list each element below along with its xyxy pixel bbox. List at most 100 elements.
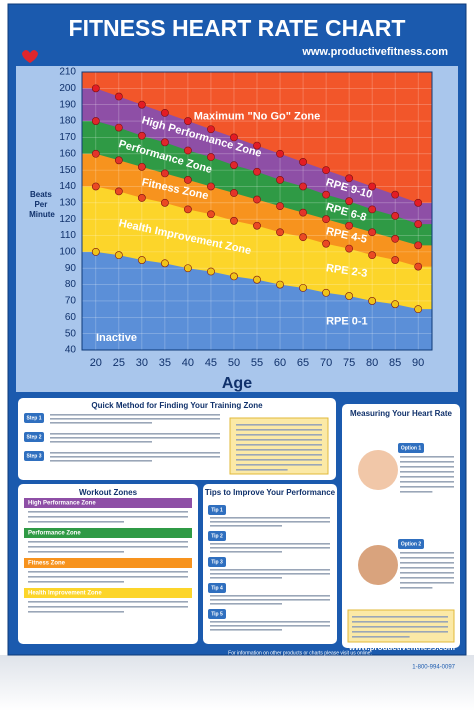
y-tick-label: 70 [65, 296, 77, 307]
data-point [91, 149, 100, 158]
panel-title: Quick Method for Finding Your Training Z… [91, 401, 263, 410]
text-line [236, 454, 322, 456]
options: Option 1 Option 2 [398, 443, 424, 549]
tips: Tip 1 Tip 2 Tip 3 Tip 4 Tip 5 [208, 505, 226, 619]
text-line [210, 629, 282, 631]
data-point [322, 239, 330, 248]
heart-icon [22, 50, 38, 63]
x-tick-label: 80 [366, 357, 378, 369]
data-point [345, 244, 354, 253]
y-tick-label: 130 [59, 197, 76, 208]
step-label: Step 2 [26, 434, 41, 440]
footer-info: For information on other products or cha… [228, 650, 372, 656]
text-line [400, 466, 454, 468]
step-label: Step 1 [26, 415, 41, 421]
option-label: Option 2 [401, 541, 421, 547]
text-line [210, 517, 330, 519]
y-tick-label: 120 [59, 214, 76, 225]
text-line [50, 437, 220, 439]
data-point [276, 228, 284, 237]
zone-bar [24, 528, 192, 538]
footer-url: www.productivefitness.com [348, 643, 455, 652]
step-badge [24, 451, 44, 461]
data-point [160, 138, 169, 147]
data-point [137, 100, 146, 109]
text-line [236, 424, 322, 426]
text-line [400, 481, 454, 483]
text-line [210, 599, 330, 601]
y-tick-label: 110 [60, 230, 76, 241]
data-point [322, 190, 330, 199]
tip-badge [208, 557, 226, 567]
reflection [0, 655, 474, 711]
data-point [322, 288, 330, 297]
data-point [368, 205, 377, 214]
text-line [50, 414, 220, 416]
text-line [236, 464, 322, 466]
text-line [210, 569, 330, 571]
data-point [299, 283, 307, 292]
text-line [28, 581, 124, 583]
text-line [210, 551, 282, 553]
y-tick-label: 170 [59, 132, 76, 143]
y-tick-label: 60 [65, 312, 77, 323]
text-line [28, 571, 188, 573]
text-line [210, 595, 330, 597]
y-tick-label: 90 [65, 263, 77, 274]
text-line [210, 625, 330, 627]
text-line [400, 572, 454, 574]
step-label: Step 3 [26, 453, 41, 459]
text-line [400, 471, 454, 473]
data-point [91, 84, 100, 93]
data-point [322, 215, 330, 224]
text-line [236, 434, 322, 436]
poster-url: www.productivefitness.com [301, 46, 448, 58]
y-tick-label: 200 [59, 83, 76, 94]
option-label: Option 1 [401, 445, 421, 451]
text-line [28, 551, 124, 553]
x-tick-label: 50 [228, 357, 240, 369]
text-line [236, 449, 322, 451]
text-line [236, 444, 322, 446]
text-line [236, 429, 322, 431]
data-point [391, 234, 400, 243]
option-badge [398, 443, 424, 453]
text-line [352, 616, 448, 618]
y-tick-label: 150 [59, 165, 76, 176]
y-tick-label: 210 [59, 67, 76, 78]
data-point [391, 256, 400, 264]
tip-badge [208, 505, 226, 515]
step-badge [24, 432, 44, 442]
data-point [368, 297, 377, 305]
data-point [368, 251, 377, 260]
zone-bar-label: Performance Zone [28, 531, 81, 537]
data-point [345, 174, 354, 183]
data-point [160, 259, 169, 268]
data-point [91, 117, 100, 125]
data-point [368, 182, 377, 191]
chart: 40 50 60 70 80 90 100 110 120 130 140 150 160 170 180 1… [59, 67, 433, 369]
x-tick-label: 85 [389, 357, 401, 369]
data-point [276, 202, 284, 210]
step-badge [24, 413, 44, 423]
data-point [299, 158, 307, 166]
text-line [50, 452, 220, 454]
tip-badge [208, 583, 226, 593]
zone-label: Maximum "No Go" Zone [194, 111, 321, 123]
data-point [114, 156, 123, 165]
x-tick-label: 90 [412, 357, 424, 369]
panel-title: Workout Zones [79, 488, 138, 497]
text-line [400, 567, 454, 569]
data-point [276, 149, 284, 158]
x-tick-label: 70 [320, 357, 332, 369]
data-point [207, 182, 215, 191]
y-tick-label: 140 [59, 181, 76, 192]
text-line [400, 552, 454, 554]
footer-phone: 1-800-994-0097 [412, 665, 455, 671]
text-line [210, 577, 282, 579]
text-line [400, 491, 433, 493]
zone-bar [24, 498, 192, 508]
text-line [50, 433, 220, 435]
data-point [207, 210, 215, 219]
